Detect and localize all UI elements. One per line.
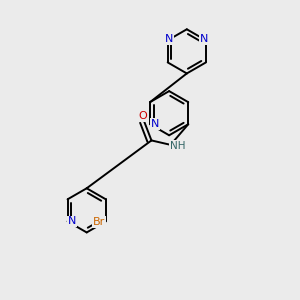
Text: N: N [151, 119, 159, 129]
Text: N: N [165, 34, 173, 44]
Text: O: O [139, 111, 148, 121]
Text: Br: Br [93, 217, 106, 227]
Text: N: N [200, 34, 208, 44]
Text: N: N [68, 216, 76, 226]
Text: NH: NH [170, 141, 186, 151]
